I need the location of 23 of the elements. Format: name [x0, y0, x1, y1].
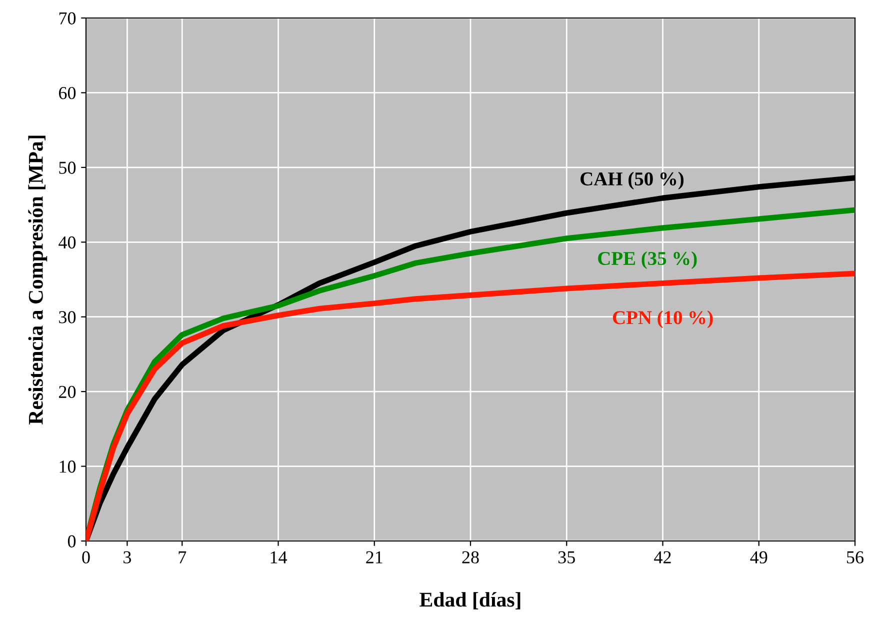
x-tick-label: 3 — [124, 551, 132, 564]
y-tick-label: 20 — [59, 386, 76, 398]
y-tick-label: 60 — [59, 86, 76, 100]
y-tick-label: 70 — [59, 12, 76, 24]
x-tick-label: 49 — [750, 551, 768, 564]
y-axis-title: Resistencia a Compresión [MPa] — [28, 136, 48, 424]
y-tick-label: 30 — [59, 311, 76, 324]
series-label: CPE (35 %) — [598, 251, 697, 269]
x-tick-label: 56 — [847, 551, 864, 564]
y-tick-label: 0 — [68, 535, 76, 548]
x-tick-label: 14 — [270, 551, 287, 564]
series-label: CAH (50 %) — [580, 172, 684, 190]
y-tick-label: 40 — [58, 236, 76, 249]
x-tick-label: 28 — [462, 551, 479, 564]
y-tick-label: 10 — [60, 460, 76, 473]
x-tick-label: 7 — [178, 551, 186, 564]
x-axis-title: Edad [días] — [420, 592, 520, 610]
series-label: CPN (10 %) — [612, 310, 713, 328]
y-tick-label: 50 — [59, 162, 76, 174]
x-tick-label: 42 — [654, 551, 671, 564]
x-tick-label: 21 — [366, 551, 382, 564]
x-tick-label: 0 — [82, 551, 90, 564]
x-tick-label: 35 — [558, 551, 575, 564]
